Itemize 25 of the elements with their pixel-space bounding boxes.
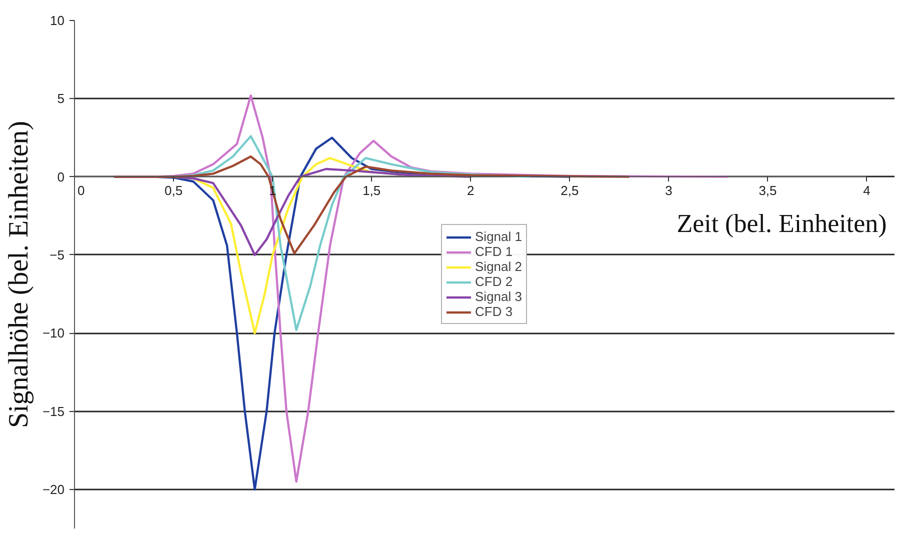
x-tick-label: 0,5 [164,182,183,198]
legend-label: Signal 1 [475,229,522,244]
y-axis-title: Signalhöhe (bel. Einheiten) [3,120,34,428]
x-tick-label: 3,5 [758,182,777,198]
y-tick-label: −10 [42,326,65,341]
x-tick-label: 2,5 [560,182,579,198]
y-tick-label: −20 [42,482,65,497]
y-tick-label: −15 [42,404,65,419]
y-tick-label: 10 [50,13,65,28]
x-tick-label: 1,5 [362,182,381,198]
line-series [113,155,630,254]
x-tick-label: 1 [268,182,276,198]
legend-label: Signal 2 [475,259,522,274]
y-tick-label: 5 [57,91,65,106]
legend-label: Signal 3 [475,289,522,304]
y-tick-label: 0 [57,169,65,184]
x-tick-label: 3 [665,182,672,198]
legend-label: CFD 2 [475,274,513,289]
x-axis-title: Zeit (bel. Einheiten) [676,208,887,238]
x-tick-label: 2 [467,182,474,198]
legend-label: CFD 3 [475,304,513,319]
y-tick-label: −5 [50,247,65,262]
x-tick-label: 0 [78,182,85,198]
legend-label: CFD 1 [475,244,513,259]
x-tick-label: 4 [863,182,870,198]
